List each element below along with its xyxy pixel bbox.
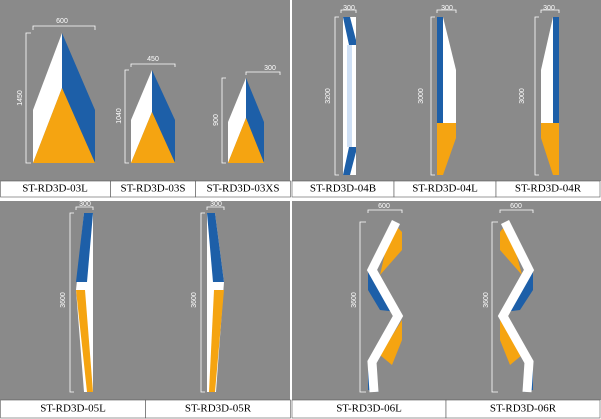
product-label: ST-RD3D-05L xyxy=(40,403,106,415)
face xyxy=(209,290,224,392)
height-label: 3600 xyxy=(483,292,490,308)
width-label: 300 xyxy=(264,65,276,72)
product-label: ST-RD3D-05R xyxy=(185,403,252,415)
face xyxy=(343,147,356,175)
face xyxy=(553,17,559,123)
product-03s: 450 1040 xyxy=(116,56,176,164)
cell xyxy=(145,399,291,419)
product-label: ST-RD3D-03L xyxy=(22,183,88,195)
band xyxy=(366,219,404,393)
product-label: ST-RD3D-04L xyxy=(412,183,478,195)
product-04l: 300 3000 xyxy=(418,5,457,176)
body xyxy=(347,45,352,147)
product-label: ST-RD3D-04B xyxy=(310,183,376,195)
cell xyxy=(495,180,601,198)
dimension-line xyxy=(69,206,94,393)
face xyxy=(437,123,456,175)
dimension-line xyxy=(534,9,560,176)
width-label: 600 xyxy=(510,203,522,210)
height-label: 1040 xyxy=(116,108,123,124)
face xyxy=(500,222,522,275)
dimension-line xyxy=(334,9,357,176)
height-label: 3200 xyxy=(325,88,332,104)
face xyxy=(343,17,356,45)
width-label: 450 xyxy=(147,56,159,63)
dimension-line xyxy=(124,63,176,164)
face xyxy=(152,70,175,163)
face xyxy=(246,78,264,163)
dimension-line xyxy=(491,209,534,393)
height-label: 1450 xyxy=(17,90,24,106)
height-label: 900 xyxy=(213,114,220,126)
face xyxy=(33,33,62,163)
width-label: 300 xyxy=(79,201,91,208)
product-05r: 300 3600 xyxy=(191,201,225,393)
height-label: 3000 xyxy=(418,88,425,104)
dimension-line xyxy=(359,209,403,393)
face xyxy=(500,320,522,365)
face xyxy=(228,118,264,163)
width-label: 600 xyxy=(56,18,68,25)
face xyxy=(76,290,93,392)
face xyxy=(33,88,95,163)
face xyxy=(207,213,224,282)
cell xyxy=(445,399,601,419)
face xyxy=(62,33,95,163)
face xyxy=(437,17,443,123)
product-label: ST-RD3D-06R xyxy=(490,403,557,415)
label-row: ST-RD3D-03L ST-RD3D-03S ST-RD3D-03XS ST-… xyxy=(0,180,601,419)
width-label: 300 xyxy=(210,201,222,208)
product-04r: 300 3000 xyxy=(519,5,560,176)
face xyxy=(131,112,175,163)
height-label: 3600 xyxy=(351,292,358,308)
panel xyxy=(292,201,601,400)
face xyxy=(380,222,402,275)
height-label: 3600 xyxy=(191,292,198,308)
height-label: 3000 xyxy=(519,88,526,104)
width-label: 300 xyxy=(441,5,453,12)
face xyxy=(380,320,402,365)
product-04b: 300 3200 xyxy=(325,5,357,176)
width-label: 300 xyxy=(343,5,355,12)
product-05l: 300 3600 xyxy=(60,201,94,393)
product-06l: 600 3600 xyxy=(351,203,404,393)
panel xyxy=(0,201,290,400)
width-label: 600 xyxy=(378,203,390,210)
band xyxy=(497,219,535,393)
product-label: ST-RD3D-03S xyxy=(121,183,186,195)
dimension-line xyxy=(25,25,96,164)
product-label: ST-RD3D-04R xyxy=(515,183,582,195)
cell xyxy=(195,180,291,198)
face xyxy=(131,70,152,163)
face xyxy=(541,123,559,175)
height-label: 3600 xyxy=(60,292,67,308)
product-label: ST-RD3D-06L xyxy=(336,403,402,415)
product-06r: 600 3600 xyxy=(483,203,535,393)
product-label: ST-RD3D-03XS xyxy=(207,183,280,195)
face xyxy=(76,213,93,282)
face xyxy=(228,78,246,163)
width-label: 300 xyxy=(543,5,555,12)
product-03l: 600 1450 xyxy=(17,18,96,164)
product-03xs: 300 900 xyxy=(213,65,281,164)
dimension-line xyxy=(200,206,225,393)
dimension-line xyxy=(221,71,281,164)
dimension-line xyxy=(430,9,457,176)
